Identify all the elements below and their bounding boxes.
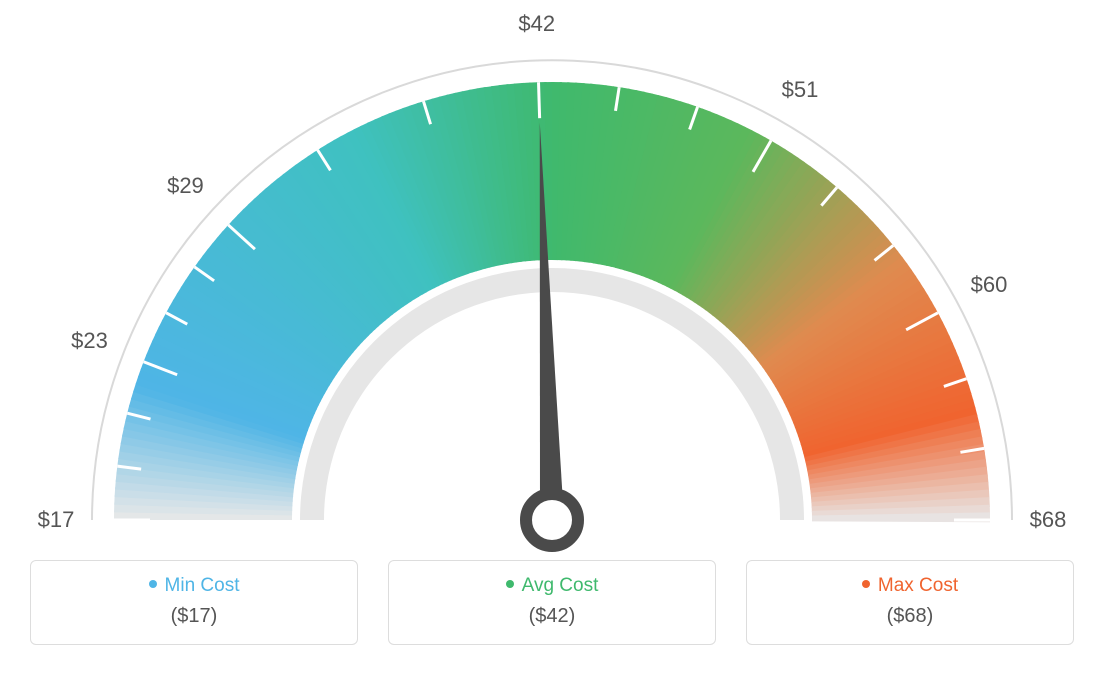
legend-card-min: Min Cost ($17) <box>30 560 358 645</box>
gauge-tick-label: $23 <box>71 328 108 354</box>
gauge-tick-label: $60 <box>971 272 1008 298</box>
legend-card-avg: Avg Cost ($42) <box>388 560 716 645</box>
dot-icon <box>149 580 157 588</box>
legend-title-text: Avg Cost <box>522 575 599 596</box>
legend-row: Min Cost ($17) Avg Cost ($42) Max Cost (… <box>0 560 1104 665</box>
legend-title-min: Min Cost <box>41 575 347 597</box>
gauge-tick-label: $29 <box>167 173 204 199</box>
legend-value-min: ($17) <box>41 605 347 628</box>
legend-value-max: ($68) <box>757 605 1063 628</box>
legend-card-max: Max Cost ($68) <box>746 560 1074 645</box>
gauge-chart: $17 $23 $29 $42 $51 $60 $68 <box>0 0 1104 560</box>
gauge-tick-label: $51 <box>782 77 819 103</box>
legend-title-avg: Avg Cost <box>399 575 705 597</box>
legend-title-max: Max Cost <box>757 575 1063 597</box>
gauge-svg <box>0 0 1104 560</box>
legend-title-text: Max Cost <box>878 575 958 596</box>
gauge-tick-label: $42 <box>518 11 555 37</box>
dot-icon <box>506 580 514 588</box>
dot-icon <box>862 580 870 588</box>
gauge-tick-label: $17 <box>38 507 75 533</box>
legend-value-avg: ($42) <box>399 605 705 628</box>
legend-title-text: Min Cost <box>165 575 240 596</box>
gauge-tick-label: $68 <box>1030 507 1067 533</box>
